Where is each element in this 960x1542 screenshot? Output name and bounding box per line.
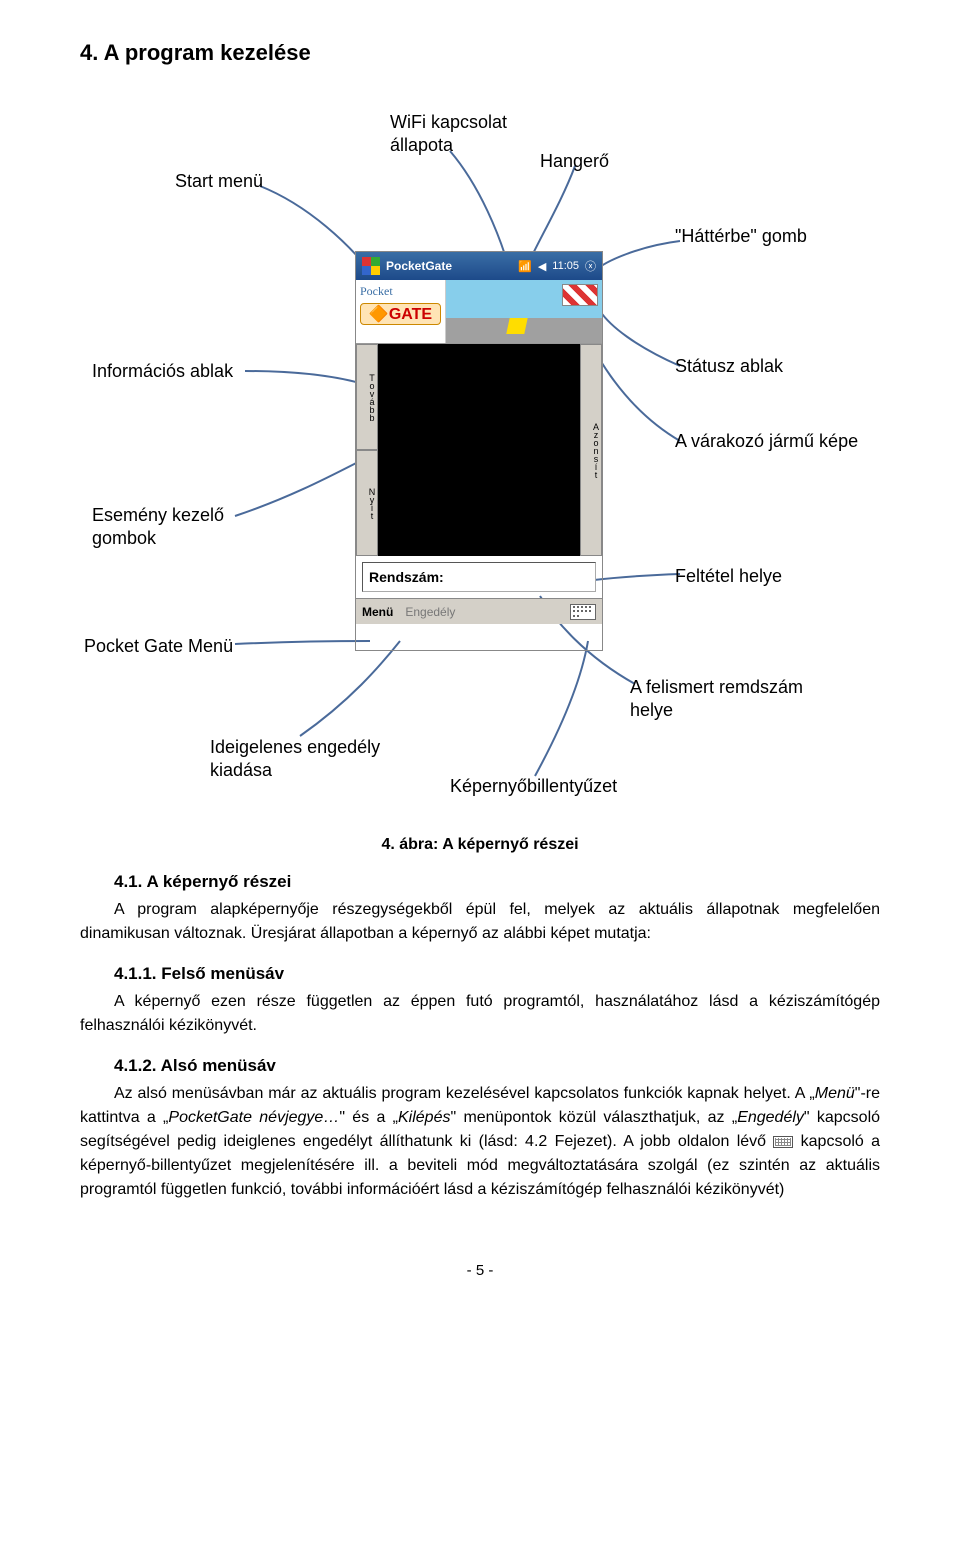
callout-condition-place: Feltétel helye <box>675 566 782 587</box>
callout-waiting-vehicle: A várakozó jármű képe <box>675 431 858 452</box>
page-title: 4. A program kezelése <box>80 40 880 66</box>
section-4-1-2-title: 4.1.2. Alsó menüsáv <box>80 1056 880 1076</box>
section-4-1-body: A program alapképernyője részegységekből… <box>80 898 880 946</box>
pocketgate-logo: Pocket 🔶GATE <box>356 280 446 343</box>
azonosit-button[interactable]: Azonsít <box>580 344 602 556</box>
callout-event-buttons: Esemény kezelő gombok <box>92 504 224 551</box>
page-number: - 5 - <box>80 1262 880 1279</box>
plate-label: Rendszám: <box>369 569 444 585</box>
section-4-1-1-title: 4.1.1. Felső menüsáv <box>80 964 880 984</box>
info-display <box>378 344 580 556</box>
close-icon: ⓧ <box>585 258 596 274</box>
pda-titlebar: PocketGate 📶 ◀ 11:05 ⓧ <box>356 252 602 280</box>
callout-screen-kbd: Képernyőbillentyűzet <box>450 776 617 797</box>
wifi-icon: 📶 <box>518 260 532 273</box>
callout-recognized-plate: A felismert remdszám helye <box>630 676 803 723</box>
bottom-menubar: Menü Engedély <box>356 598 602 624</box>
nyit-button[interactable]: Nyit <box>356 450 378 556</box>
barrier-icon <box>562 284 598 306</box>
figure-caption: 4. ábra: A képernyő részei <box>80 836 880 854</box>
app-header: Pocket 🔶GATE <box>356 280 602 344</box>
callout-status-window: Státusz ablak <box>675 356 783 377</box>
callout-volume: Hangerő <box>540 151 609 172</box>
volume-icon: ◀ <box>538 260 546 273</box>
callout-temp-permit: Ideigelenes engedély kiadása <box>210 736 380 783</box>
callout-wifi: WiFi kapcsolat állapota <box>390 111 507 158</box>
start-menu-icon <box>362 257 380 275</box>
section-4-1-2-body: Az alsó menüsávban már az aktuális progr… <box>80 1082 880 1202</box>
annotated-diagram: Start menü WiFi kapcsolat állapota Hangerő… <box>80 96 880 816</box>
logo-top-text: Pocket <box>360 284 441 299</box>
engedely-button[interactable]: Engedély <box>405 605 455 619</box>
app-middle: Tovább Nyit Azonsít <box>356 344 602 556</box>
menu-button[interactable]: Menü <box>362 605 393 619</box>
callout-info-window: Információs ablak <box>92 361 233 382</box>
left-side-buttons: Tovább Nyit <box>356 344 378 556</box>
keyboard-icon[interactable] <box>570 604 596 620</box>
section-4-1-1-body: A képernyő ezen része független az éppen… <box>80 990 880 1038</box>
logo-bottom-text: 🔶GATE <box>360 303 441 325</box>
plate-input-bar: Rendszám: <box>362 562 596 592</box>
clock-text: 11:05 <box>552 260 579 272</box>
app-title: PocketGate <box>386 259 518 273</box>
pda-screenshot: PocketGate 📶 ◀ 11:05 ⓧ Pocket 🔶GATE Tová… <box>355 251 603 651</box>
callout-background-btn: "Háttérbe" gomb <box>675 226 807 247</box>
section-4-1-title: 4.1. A képernyő részei <box>80 872 880 892</box>
status-icons: 📶 ◀ 11:05 ⓧ <box>518 258 596 274</box>
vehicle-photo <box>446 280 602 343</box>
callout-start-menu: Start menü <box>175 171 263 192</box>
callout-pocket-menu: Pocket Gate Menü <box>84 636 233 657</box>
keyboard-inline-icon <box>773 1136 793 1148</box>
tovabb-button[interactable]: Tovább <box>356 344 378 450</box>
